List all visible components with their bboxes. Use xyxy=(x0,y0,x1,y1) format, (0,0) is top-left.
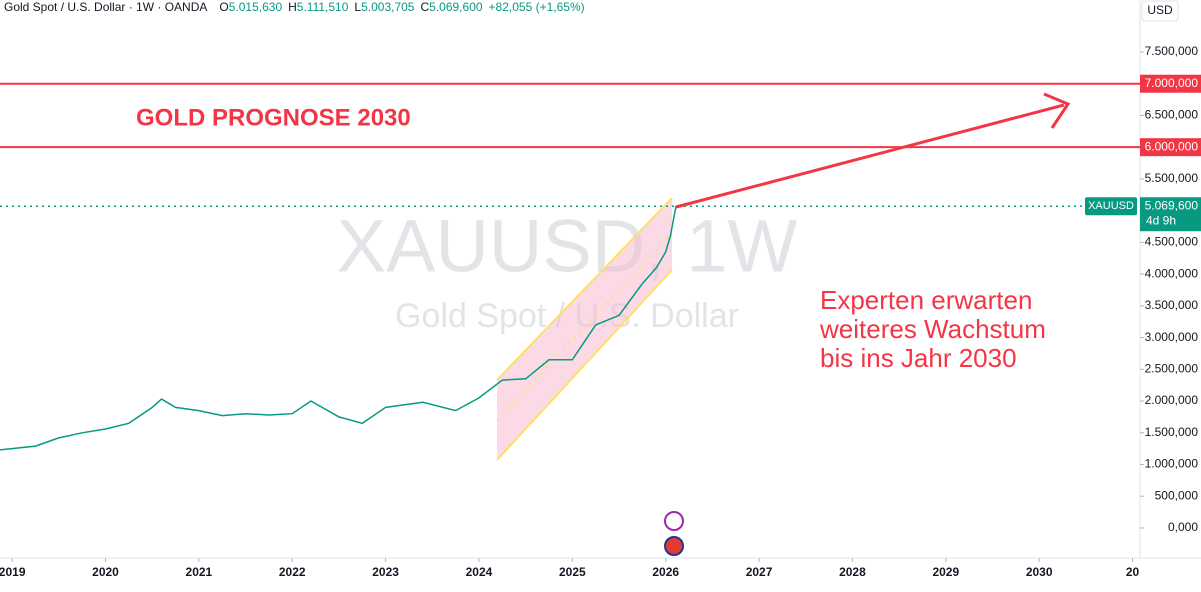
y-tick-label: 3.500,000 xyxy=(1145,298,1199,312)
header-title: Gold Spot / U.S. Dollar · 1W · OANDA xyxy=(4,0,207,14)
ohlc-key: C xyxy=(420,0,429,14)
y-tick-label: 2.000,000 xyxy=(1145,393,1199,407)
ohlc-value: 5.003,705 xyxy=(361,0,415,14)
x-tick-label: 20 xyxy=(1126,565,1140,579)
price-label-bg xyxy=(1140,197,1201,232)
annotation-line: Experten erwarten xyxy=(820,285,1032,315)
y-tick-label: 0,000 xyxy=(1168,520,1198,534)
price-label-bg xyxy=(1140,138,1201,157)
ohlc-value: 5.069,600 xyxy=(429,0,483,14)
x-tick-label: 2026 xyxy=(652,565,679,579)
price-axis-bg xyxy=(1140,0,1201,592)
ohlc-value: 5.111,510 xyxy=(297,0,349,14)
x-tick-label: 2019 xyxy=(0,565,26,579)
x-tick-label: 2021 xyxy=(186,565,213,579)
y-tick-label: 500,000 xyxy=(1155,488,1199,502)
watermark-symbol: XAUUSD, 1W xyxy=(337,205,798,288)
ohlc-key: H xyxy=(288,0,297,14)
x-tick-label: 2030 xyxy=(1026,565,1053,579)
ohlc-key: L xyxy=(354,0,361,14)
x-tick-label: 2024 xyxy=(466,565,493,579)
header: Gold Spot / U.S. Dollar · 1W · OANDA O5.0… xyxy=(4,0,585,14)
x-tick-label: 2025 xyxy=(559,565,586,579)
y-tick-label: 7.500,000 xyxy=(1145,44,1199,58)
annotation-line: weiteres Wachstum xyxy=(819,314,1046,344)
price-label: 7.000,000 xyxy=(1145,76,1199,90)
y-tick-label: 1.000,000 xyxy=(1145,457,1199,471)
x-tick-label: 2020 xyxy=(92,565,119,579)
price-label: 6.000,000 xyxy=(1145,139,1199,153)
annotation-title: GOLD PROGNOSE 2030 xyxy=(136,104,411,131)
channel-lower xyxy=(496,269,673,461)
y-tick-label: 5.500,000 xyxy=(1145,171,1199,185)
forecast-arrow xyxy=(675,103,1065,209)
x-tick-label: 2023 xyxy=(372,565,399,579)
x-tick-label: 2022 xyxy=(279,565,306,579)
y-tick-label: 6.500,000 xyxy=(1145,108,1199,122)
x-tick-label: 2029 xyxy=(932,565,959,579)
annotation-line: bis ins Jahr 2030 xyxy=(820,343,1017,373)
symbol-label: XAUUSD xyxy=(1088,200,1134,212)
countdown: 4d 9h xyxy=(1146,213,1176,227)
ohlc-value: 5.015,630 xyxy=(229,0,283,14)
arrow-head xyxy=(1043,92,1071,129)
y-tick-label: 3.000,000 xyxy=(1145,330,1199,344)
y-tick-label: 1.500,000 xyxy=(1145,425,1199,439)
y-tick-label: 4.500,000 xyxy=(1145,235,1199,249)
y-tick-label: 2.500,000 xyxy=(1145,361,1199,375)
y-tick-label: 4.000,000 xyxy=(1145,266,1199,280)
channel xyxy=(497,198,672,460)
ohlc-key: O xyxy=(219,0,228,14)
event-icon[interactable] xyxy=(664,511,684,531)
header-change: +82,055 (+1,65%) xyxy=(489,0,585,14)
x-tick-label: 2027 xyxy=(746,565,773,579)
price-line xyxy=(0,206,677,451)
currency: USD xyxy=(1147,3,1173,17)
price-label: 5.069,600 xyxy=(1145,198,1199,212)
event-icon[interactable] xyxy=(664,536,684,556)
x-tick-label: 2028 xyxy=(839,565,866,579)
price-label-bg xyxy=(1140,74,1201,93)
channel-upper xyxy=(496,197,673,381)
symbol-label-bg xyxy=(1085,197,1137,216)
currency-box[interactable] xyxy=(1141,0,1179,22)
